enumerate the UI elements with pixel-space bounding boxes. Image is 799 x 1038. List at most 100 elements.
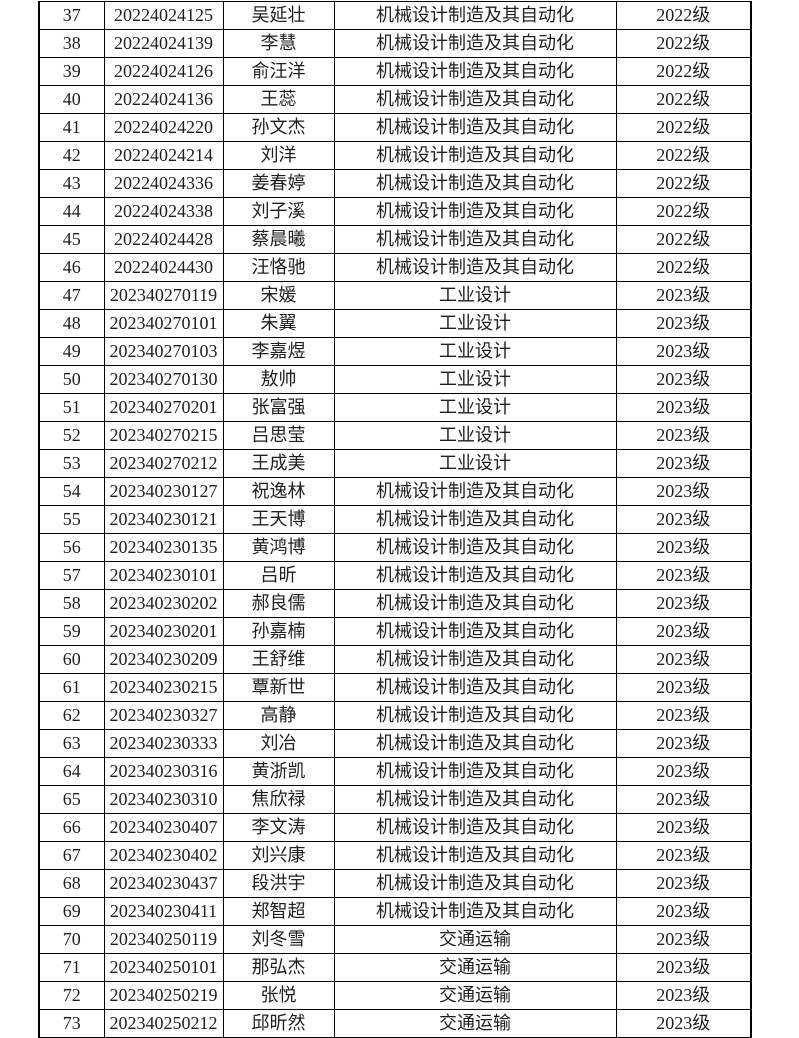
cell-major: 机械设计制造及其自动化 bbox=[333, 757, 617, 786]
cell-name: 郑智超 bbox=[222, 897, 335, 926]
cell-major: 机械设计制造及其自动化 bbox=[333, 85, 617, 114]
table-row: 65 202340230310 焦欣禄 机械设计制造及其自动化 2023级 bbox=[38, 785, 752, 814]
cell-name: 那弘杰 bbox=[222, 953, 335, 982]
cell-grade: 2023级 bbox=[615, 1009, 752, 1038]
table-row: 67 202340230402 刘兴康 机械设计制造及其自动化 2023级 bbox=[38, 841, 752, 870]
table-row: 70 202340250119 刘冬雪 交通运输 2023级 bbox=[38, 925, 752, 954]
cell-major: 交通运输 bbox=[333, 953, 617, 982]
cell-student_id: 202340230201 bbox=[103, 617, 224, 646]
cell-major: 机械设计制造及其自动化 bbox=[333, 701, 617, 730]
table-row: 68 202340230437 段洪宇 机械设计制造及其自动化 2023级 bbox=[38, 869, 752, 898]
cell-name: 敖帅 bbox=[222, 365, 335, 394]
table-row: 69 202340230411 郑智超 机械设计制造及其自动化 2023级 bbox=[38, 897, 752, 926]
cell-major: 工业设计 bbox=[333, 421, 617, 450]
cell-major: 机械设计制造及其自动化 bbox=[333, 813, 617, 842]
cell-no: 46 bbox=[38, 253, 105, 282]
cell-name: 邱昕然 bbox=[222, 1009, 335, 1038]
cell-grade: 2022级 bbox=[615, 113, 752, 142]
table-row: 72 202340250219 张悦 交通运输 2023级 bbox=[38, 981, 752, 1010]
table-row: 62 202340230327 高静 机械设计制造及其自动化 2023级 bbox=[38, 701, 752, 730]
cell-grade: 2023级 bbox=[615, 393, 752, 422]
cell-student_id: 202340270101 bbox=[103, 309, 224, 338]
cell-grade: 2023级 bbox=[615, 813, 752, 842]
cell-major: 机械设计制造及其自动化 bbox=[333, 729, 617, 758]
cell-no: 57 bbox=[38, 561, 105, 590]
cell-student_id: 202340230333 bbox=[103, 729, 224, 758]
cell-grade: 2023级 bbox=[615, 533, 752, 562]
cell-no: 65 bbox=[38, 785, 105, 814]
cell-name: 焦欣禄 bbox=[222, 785, 335, 814]
table-row: 40 20224024136 王蕊 机械设计制造及其自动化 2022级 bbox=[38, 85, 752, 114]
table-row: 66 202340230407 李文涛 机械设计制造及其自动化 2023级 bbox=[38, 813, 752, 842]
cell-major: 工业设计 bbox=[333, 309, 617, 338]
cell-no: 54 bbox=[38, 477, 105, 506]
cell-grade: 2023级 bbox=[615, 869, 752, 898]
cell-no: 72 bbox=[38, 981, 105, 1010]
cell-no: 43 bbox=[38, 169, 105, 198]
cell-name: 刘子溪 bbox=[222, 197, 335, 226]
cell-no: 64 bbox=[38, 757, 105, 786]
table-row: 47 202340270119 宋媛 工业设计 2023级 bbox=[38, 281, 752, 310]
cell-major: 机械设计制造及其自动化 bbox=[333, 113, 617, 142]
cell-name: 李慧 bbox=[222, 29, 335, 58]
cell-grade: 2023级 bbox=[615, 645, 752, 674]
cell-no: 51 bbox=[38, 393, 105, 422]
cell-student_id: 202340230316 bbox=[103, 757, 224, 786]
cell-grade: 2023级 bbox=[615, 477, 752, 506]
table-row: 58 202340230202 郝良儒 机械设计制造及其自动化 2023级 bbox=[38, 589, 752, 618]
table-row: 56 202340230135 黄鸿博 机械设计制造及其自动化 2023级 bbox=[38, 533, 752, 562]
cell-name: 俞汪洋 bbox=[222, 57, 335, 86]
cell-major: 交通运输 bbox=[333, 925, 617, 954]
cell-name: 王舒维 bbox=[222, 645, 335, 674]
cell-major: 交通运输 bbox=[333, 1009, 617, 1038]
cell-name: 高静 bbox=[222, 701, 335, 730]
cell-student_id: 20224024214 bbox=[103, 141, 224, 170]
cell-student_id: 202340270103 bbox=[103, 337, 224, 366]
cell-student_id: 202340230135 bbox=[103, 533, 224, 562]
cell-no: 52 bbox=[38, 421, 105, 450]
cell-student_id: 202340230411 bbox=[103, 897, 224, 926]
cell-student_id: 202340270130 bbox=[103, 365, 224, 394]
cell-student_id: 202340230127 bbox=[103, 477, 224, 506]
cell-student_id: 20224024338 bbox=[103, 197, 224, 226]
cell-name: 姜春婷 bbox=[222, 169, 335, 198]
cell-no: 66 bbox=[38, 813, 105, 842]
cell-grade: 2023级 bbox=[615, 981, 752, 1010]
cell-grade: 2022级 bbox=[615, 57, 752, 86]
table-row: 57 202340230101 吕昕 机械设计制造及其自动化 2023级 bbox=[38, 561, 752, 590]
cell-name: 吴延壮 bbox=[222, 1, 335, 30]
cell-major: 机械设计制造及其自动化 bbox=[333, 29, 617, 58]
table-row: 60 202340230209 王舒维 机械设计制造及其自动化 2023级 bbox=[38, 645, 752, 674]
cell-name: 吕思莹 bbox=[222, 421, 335, 450]
cell-student_id: 202340270119 bbox=[103, 281, 224, 310]
table-row: 44 20224024338 刘子溪 机械设计制造及其自动化 2022级 bbox=[38, 197, 752, 226]
cell-no: 39 bbox=[38, 57, 105, 86]
cell-grade: 2023级 bbox=[615, 337, 752, 366]
table-row: 53 202340270212 王成美 工业设计 2023级 bbox=[38, 449, 752, 478]
cell-no: 67 bbox=[38, 841, 105, 870]
cell-name: 朱翼 bbox=[222, 309, 335, 338]
cell-name: 蔡晨曦 bbox=[222, 225, 335, 254]
table-row: 51 202340270201 张富强 工业设计 2023级 bbox=[38, 393, 752, 422]
cell-major: 机械设计制造及其自动化 bbox=[333, 785, 617, 814]
cell-no: 63 bbox=[38, 729, 105, 758]
cell-name: 王蕊 bbox=[222, 85, 335, 114]
cell-major: 机械设计制造及其自动化 bbox=[333, 225, 617, 254]
cell-grade: 2023级 bbox=[615, 673, 752, 702]
cell-no: 37 bbox=[38, 1, 105, 30]
cell-no: 69 bbox=[38, 897, 105, 926]
table-row: 43 20224024336 姜春婷 机械设计制造及其自动化 2022级 bbox=[38, 169, 752, 198]
cell-student_id: 202340250212 bbox=[103, 1009, 224, 1038]
cell-student_id: 202340230215 bbox=[103, 673, 224, 702]
roster-body: 37 20224024125 吴延壮 机械设计制造及其自动化 2022级 38 202240… bbox=[38, 1, 752, 1038]
cell-grade: 2023级 bbox=[615, 729, 752, 758]
cell-no: 48 bbox=[38, 309, 105, 338]
table-row: 39 20224024126 俞汪洋 机械设计制造及其自动化 2022级 bbox=[38, 57, 752, 86]
cell-student_id: 202340250101 bbox=[103, 953, 224, 982]
table-row: 41 20224024220 孙文杰 机械设计制造及其自动化 2022级 bbox=[38, 113, 752, 142]
cell-name: 宋媛 bbox=[222, 281, 335, 310]
cell-grade: 2022级 bbox=[615, 141, 752, 170]
cell-grade: 2023级 bbox=[615, 505, 752, 534]
cell-name: 祝逸林 bbox=[222, 477, 335, 506]
cell-student_id: 20224024428 bbox=[103, 225, 224, 254]
